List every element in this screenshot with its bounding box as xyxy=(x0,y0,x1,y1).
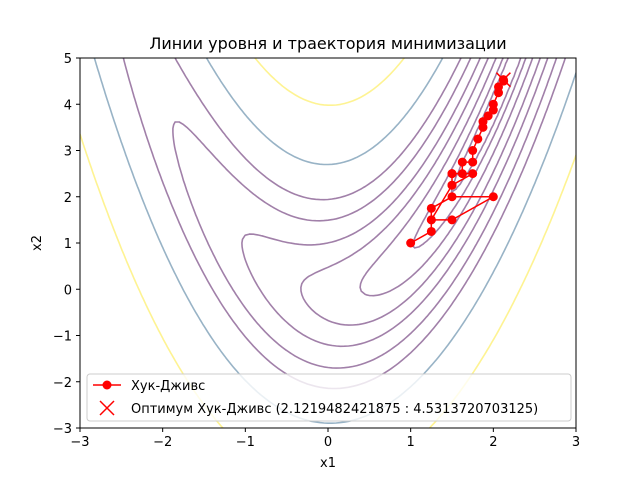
x-tick-label: 3 xyxy=(572,435,580,450)
trajectory-point xyxy=(478,117,488,127)
trajectory-point xyxy=(473,134,483,144)
contour-level-line xyxy=(359,58,534,297)
y-tick-label: −1 xyxy=(53,330,72,345)
legend-box xyxy=(86,373,572,422)
trajectory-series xyxy=(406,72,511,248)
trajectory-point xyxy=(468,169,478,179)
trajectory-point xyxy=(406,238,416,248)
trajectory-point xyxy=(488,192,498,202)
trajectory-point xyxy=(426,215,436,225)
trajectory-point xyxy=(447,215,457,225)
trajectory-point xyxy=(426,226,436,236)
x-tick-label: −3 xyxy=(70,435,89,450)
legend-entry-optimum: Оптимум Хук-Дживс (2.1219482421875 : 4.5… xyxy=(131,402,538,417)
y-tick-label: −3 xyxy=(53,422,72,437)
y-tick-label: 4 xyxy=(64,98,72,113)
trajectory-point xyxy=(426,203,436,213)
trajectory-point xyxy=(447,192,457,202)
contour-level-line xyxy=(412,58,527,249)
y-tick-label: 5 xyxy=(64,52,72,67)
y-tick-label: 1 xyxy=(64,237,72,252)
y-tick-label: 0 xyxy=(64,283,72,298)
contour-level-line xyxy=(300,58,541,326)
optimum-marker xyxy=(495,72,511,88)
contour-lines xyxy=(80,58,576,428)
trajectory-point xyxy=(447,180,457,190)
trajectory-point xyxy=(483,111,493,121)
trajectory-point xyxy=(457,169,467,179)
legend-dot-marker xyxy=(102,380,112,390)
x-tick-label: 2 xyxy=(489,435,497,450)
x-tick-label: −2 xyxy=(153,435,172,450)
x-tick-label: −1 xyxy=(236,435,255,450)
trajectory-point xyxy=(488,99,498,109)
trajectory-point xyxy=(468,146,478,155)
trajectory-point xyxy=(468,157,478,167)
trajectory-point xyxy=(457,157,467,167)
contour-level-line xyxy=(172,58,558,369)
y-axis-ticks: −3 −2 −1 0 1 2 3 4 5 xyxy=(53,52,80,437)
x-tick-label: 1 xyxy=(407,435,415,450)
x-tick-label: 0 xyxy=(324,435,332,450)
trajectory-point xyxy=(494,82,503,92)
chart-title: Линии уровня и траектория минимизации xyxy=(149,34,506,53)
legend-entry-trajectory: Хук-Дживс xyxy=(131,379,205,394)
y-tick-label: 3 xyxy=(64,145,72,160)
y-tick-label: −2 xyxy=(53,376,72,391)
trajectory-point xyxy=(447,169,457,179)
contour-level-line xyxy=(241,58,549,348)
y-tick-label: 2 xyxy=(64,191,72,206)
legend-x-marker xyxy=(99,400,115,416)
y-axis-label: x2 xyxy=(30,235,45,251)
legend: Хук-Дживс Оптимум Хук-Дживс (2.121948242… xyxy=(86,373,572,422)
x-axis-ticks: −3 −2 −1 0 1 2 3 xyxy=(70,428,580,450)
x-axis-label: x1 xyxy=(320,456,336,471)
